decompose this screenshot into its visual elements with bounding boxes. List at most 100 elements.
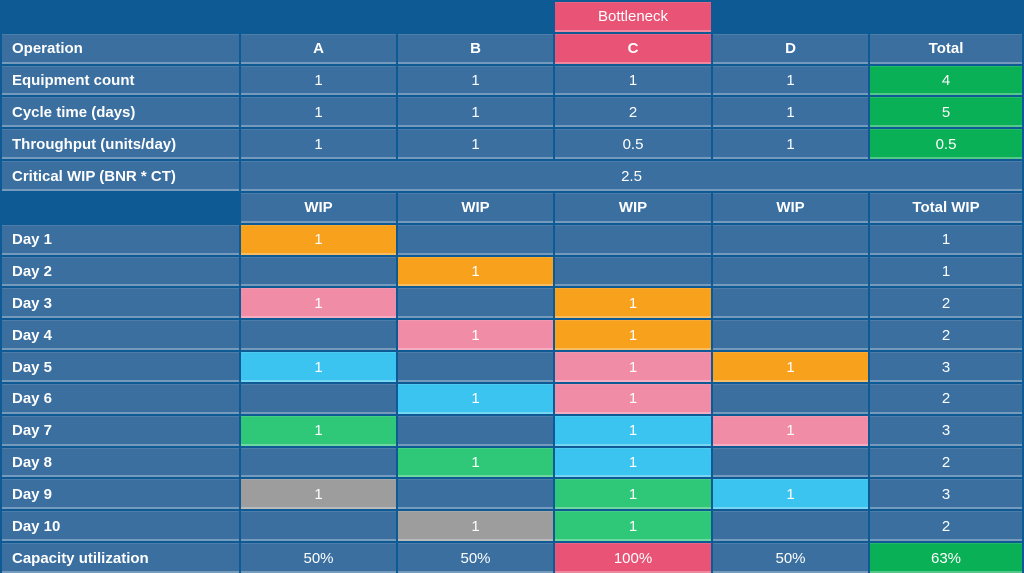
wip-cell-d: 1 xyxy=(713,479,868,510)
cycle-time-row: Cycle time (days) 1 1 2 1 5 xyxy=(2,97,1022,128)
equipment-count-row: Equipment count 1 1 1 1 4 xyxy=(2,65,1022,96)
spec-cell-a: 1 xyxy=(241,97,396,128)
spec-total-cell: 5 xyxy=(870,97,1022,128)
wip-cell-a: 1 xyxy=(241,288,396,319)
day-label: Day 8 xyxy=(2,447,239,478)
wip-cell-a: 1 xyxy=(241,479,396,510)
day-row: Day 7 1 1 1 3 xyxy=(2,415,1022,446)
day-row: Day 8 1 1 2 xyxy=(2,447,1022,478)
col-header-total: Total xyxy=(870,33,1022,64)
total-wip-cell: 2 xyxy=(870,320,1022,351)
capacity-total-cell: 63% xyxy=(870,543,1022,573)
wip-cell-b: 1 xyxy=(398,447,553,478)
total-wip-cell: 3 xyxy=(870,479,1022,510)
wip-header-b: WIP xyxy=(398,192,553,223)
wip-cell-a: 1 xyxy=(241,224,396,255)
col-header-c-bottleneck: C xyxy=(555,33,711,64)
day-row: Day 4 1 1 2 xyxy=(2,320,1022,351)
wip-cell-b: 1 xyxy=(398,511,553,542)
day-row: Day 6 1 1 2 xyxy=(2,383,1022,414)
day-label: Day 3 xyxy=(2,288,239,319)
wip-cell-c: 1 xyxy=(555,320,711,351)
row-label: Throughput (units/day) xyxy=(2,129,239,160)
critical-wip-row: Critical WIP (BNR * CT) 2.5 xyxy=(2,161,1022,191)
band-spacer-left xyxy=(2,2,553,32)
wip-cell-b xyxy=(398,224,553,255)
capacity-cell-c: 100% xyxy=(555,543,711,573)
spec-total-cell: 0.5 xyxy=(870,129,1022,160)
wip-cell-c: 1 xyxy=(555,415,711,446)
total-wip-cell: 2 xyxy=(870,383,1022,414)
wip-cell-c: 1 xyxy=(555,447,711,478)
wip-header-d: WIP xyxy=(713,192,868,223)
wip-cell-b xyxy=(398,352,553,382)
spec-cell-d: 1 xyxy=(713,129,868,160)
wip-cell-d xyxy=(713,383,868,414)
wip-cell-d xyxy=(713,256,868,287)
wip-cell-a xyxy=(241,511,396,542)
spec-cell-b: 1 xyxy=(398,65,553,96)
spec-cell-a: 1 xyxy=(241,129,396,160)
wip-cell-b: 1 xyxy=(398,256,553,287)
spec-cell-c: 1 xyxy=(555,65,711,96)
wip-cell-a: 1 xyxy=(241,415,396,446)
wip-cell-a xyxy=(241,383,396,414)
col-header-a: A xyxy=(241,33,396,64)
wip-cell-d xyxy=(713,511,868,542)
day-label: Day 2 xyxy=(2,256,239,287)
wip-cell-a xyxy=(241,256,396,287)
day-row: Day 3 1 1 2 xyxy=(2,288,1022,319)
wip-cell-c xyxy=(555,256,711,287)
row-label: Equipment count xyxy=(2,65,239,96)
wip-header-row: WIP WIP WIP WIP Total WIP xyxy=(2,192,1022,223)
total-wip-cell: 2 xyxy=(870,447,1022,478)
band-spacer-right xyxy=(713,2,1022,32)
spec-cell-d: 1 xyxy=(713,65,868,96)
critical-wip-value: 2.5 xyxy=(241,161,1022,191)
wip-header-c: WIP xyxy=(555,192,711,223)
day-label: Day 9 xyxy=(2,479,239,510)
day-label: Day 5 xyxy=(2,352,239,382)
capacity-cell-b: 50% xyxy=(398,543,553,573)
wip-cell-b: 1 xyxy=(398,383,553,414)
wip-cell-a xyxy=(241,320,396,351)
row-label: Cycle time (days) xyxy=(2,97,239,128)
day-label: Day 7 xyxy=(2,415,239,446)
capacity-utilization-row: Capacity utilization 50% 50% 100% 50% 63… xyxy=(2,543,1022,573)
wip-cell-d: 1 xyxy=(713,352,868,382)
wip-cell-d xyxy=(713,288,868,319)
wip-cell-a xyxy=(241,447,396,478)
day-label: Day 10 xyxy=(2,511,239,542)
day-row: Day 2 1 1 xyxy=(2,256,1022,287)
spec-total-cell: 4 xyxy=(870,65,1022,96)
wip-header-spacer xyxy=(2,193,239,223)
wip-cell-d xyxy=(713,224,868,255)
wip-cell-b xyxy=(398,415,553,446)
wip-cell-d: 1 xyxy=(713,415,868,446)
wip-cell-b xyxy=(398,479,553,510)
total-wip-cell: 2 xyxy=(870,288,1022,319)
wip-cell-c: 1 xyxy=(555,288,711,319)
day-label: Day 1 xyxy=(2,224,239,255)
capacity-cell-d: 50% xyxy=(713,543,868,573)
total-wip-cell: 1 xyxy=(870,224,1022,255)
total-wip-cell: 3 xyxy=(870,352,1022,382)
spec-cell-c: 2 xyxy=(555,97,711,128)
total-wip-cell: 2 xyxy=(870,511,1022,542)
total-wip-cell: 1 xyxy=(870,256,1022,287)
row-label: Capacity utilization xyxy=(2,543,239,573)
day-row: Day 10 1 1 2 xyxy=(2,511,1022,542)
bottleneck-banner: Bottleneck xyxy=(555,2,711,32)
spec-cell-a: 1 xyxy=(241,65,396,96)
wip-cell-c xyxy=(555,224,711,255)
wip-cell-d xyxy=(713,320,868,351)
wip-cell-c: 1 xyxy=(555,352,711,382)
day-row: Day 5 1 1 1 3 xyxy=(2,352,1022,382)
column-header-row: Operation A B C D Total xyxy=(2,33,1022,64)
throughput-row: Throughput (units/day) 1 1 0.5 1 0.5 xyxy=(2,129,1022,160)
row-label: Critical WIP (BNR * CT) xyxy=(2,161,239,191)
total-wip-cell: 3 xyxy=(870,415,1022,446)
wip-header-total: Total WIP xyxy=(870,192,1022,223)
spec-cell-d: 1 xyxy=(713,97,868,128)
